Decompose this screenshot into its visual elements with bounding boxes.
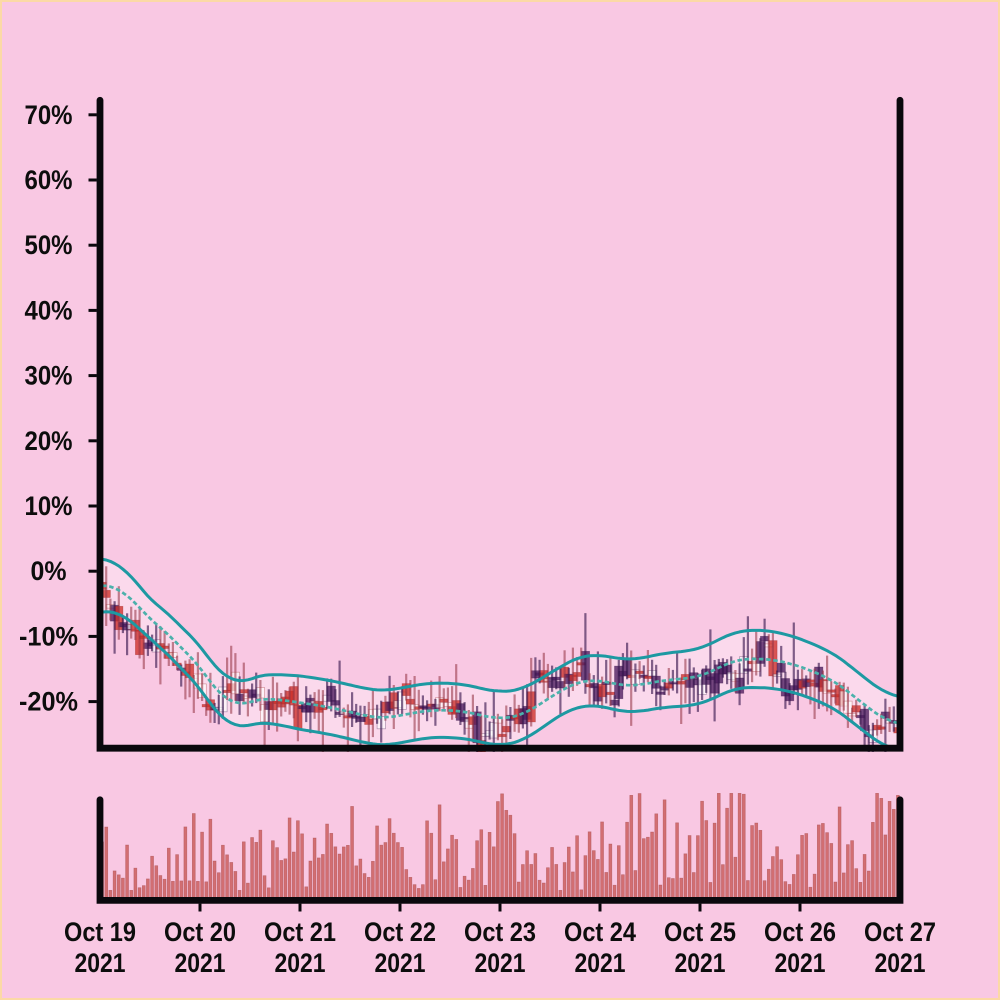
svg-text:20%: 20% xyxy=(25,426,73,456)
svg-text:2021: 2021 xyxy=(275,948,326,978)
svg-text:-10%: -10% xyxy=(19,621,78,651)
svg-text:30%: 30% xyxy=(25,361,73,391)
svg-text:60%: 60% xyxy=(25,165,73,195)
svg-text:0%: 0% xyxy=(31,556,67,586)
svg-text:2021: 2021 xyxy=(375,948,426,978)
svg-text:Oct 23: Oct 23 xyxy=(464,917,536,947)
svg-text:70%: 70% xyxy=(25,100,73,130)
svg-text:2021: 2021 xyxy=(75,948,126,978)
svg-text:2021: 2021 xyxy=(475,948,526,978)
svg-text:2021: 2021 xyxy=(875,948,926,978)
svg-text:2021: 2021 xyxy=(575,948,626,978)
svg-text:-20%: -20% xyxy=(19,687,78,717)
svg-text:Oct 21: Oct 21 xyxy=(264,917,336,947)
svg-text:2021: 2021 xyxy=(175,948,226,978)
svg-text:Oct 27: Oct 27 xyxy=(864,917,936,947)
svg-text:Oct 25: Oct 25 xyxy=(664,917,736,947)
svg-text:2021: 2021 xyxy=(775,948,826,978)
svg-text:Oct 19: Oct 19 xyxy=(64,917,136,947)
svg-text:Oct 24: Oct 24 xyxy=(564,917,636,947)
svg-text:Oct 22: Oct 22 xyxy=(364,917,436,947)
svg-text:40%: 40% xyxy=(25,295,73,325)
svg-text:Oct 26: Oct 26 xyxy=(764,917,836,947)
svg-text:Oct 20: Oct 20 xyxy=(164,917,236,947)
svg-text:2021: 2021 xyxy=(675,948,726,978)
svg-text:50%: 50% xyxy=(25,230,73,260)
svg-text:10%: 10% xyxy=(25,491,73,521)
